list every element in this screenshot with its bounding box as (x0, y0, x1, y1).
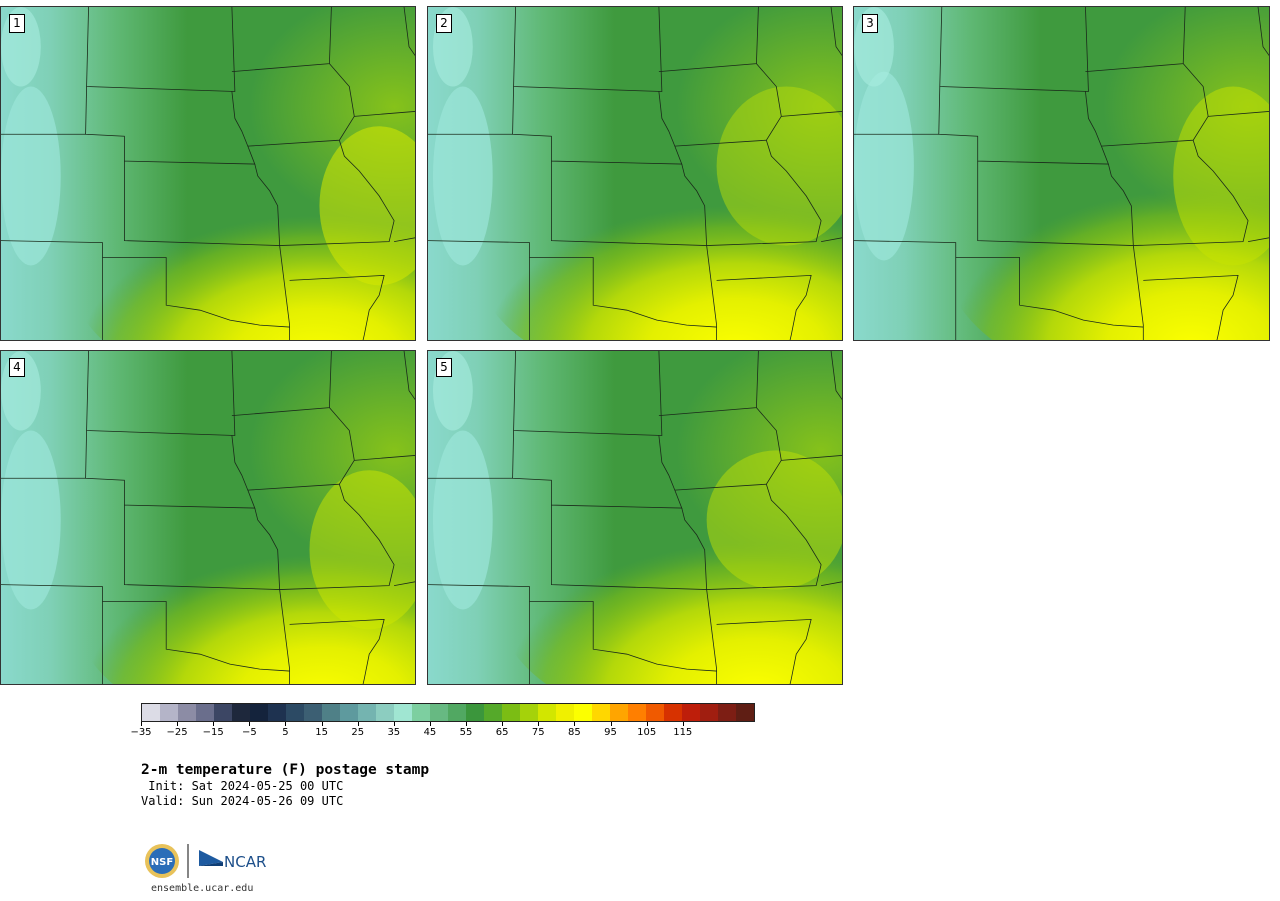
colorbar-tick (538, 722, 540, 726)
ensemble-member-panel-1: 1 (0, 6, 416, 341)
colorbar-cell (304, 704, 322, 721)
colorbar-tick (393, 722, 395, 726)
colorbar-tick-label: 85 (568, 727, 581, 738)
colorbar-cell (196, 704, 214, 721)
colorbar-cell (322, 704, 340, 721)
colorbar-tick (682, 722, 684, 726)
nsf-logo-text: NSF (151, 857, 173, 868)
nsf-logo: NSF (145, 844, 179, 878)
colorbar-cell (682, 704, 700, 721)
colorbar-tick (466, 722, 468, 726)
site-url: ensemble.ucar.edu (151, 883, 254, 894)
colorbar-tick-label: 15 (315, 727, 328, 738)
temperature-map-5 (428, 351, 842, 684)
ensemble-member-panel-3: 3 (853, 6, 1270, 341)
temperature-map-3 (854, 7, 1269, 340)
colorbar-tick-label: 35 (387, 727, 401, 738)
temperature-map-1 (1, 7, 415, 340)
colorbar-tick (502, 722, 504, 726)
colorbar-tick-label: 55 (459, 727, 473, 738)
colorbar-tick-label: 115 (673, 727, 693, 738)
logos: NSF NCAR (143, 842, 283, 882)
temperature-colorbar (141, 703, 755, 722)
colorbar-tick-label: 5 (282, 727, 289, 738)
ensemble-member-panel-5: 5 (427, 350, 843, 685)
colorbar-cell (448, 704, 466, 721)
colorbar-cell (358, 704, 376, 721)
colorbar-tick-label: 105 (637, 727, 657, 738)
init-time: Init: Sat 2024-05-25 00 UTC (141, 779, 344, 793)
colorbar-cell (142, 704, 160, 721)
colorbar-cell (250, 704, 268, 721)
colorbar-cell (286, 704, 304, 721)
colorbar-tick (610, 722, 612, 726)
temperature-map-2 (428, 7, 842, 340)
valid-time: Valid: Sun 2024-05-26 09 UTC (141, 794, 344, 808)
colorbar-cell (394, 704, 412, 721)
colorbar-tick (177, 722, 179, 726)
colorbar-tick (213, 722, 215, 726)
colorbar-cell (232, 704, 250, 721)
colorbar-tick (429, 722, 431, 726)
panel-label: 3 (862, 14, 878, 33)
colorbar-cell (502, 704, 520, 721)
colorbar-cell (718, 704, 736, 721)
colorbar-cell (520, 704, 538, 721)
colorbar-tick (321, 722, 323, 726)
colorbar-cell (646, 704, 664, 721)
colorbar-cell (484, 704, 502, 721)
colorbar-tick-label: −15 (202, 727, 224, 738)
colorbar-cell (268, 704, 286, 721)
panel-label: 1 (9, 14, 25, 33)
ensemble-member-panel-2: 2 (427, 6, 843, 341)
nsf-ncar-logo: NSF NCAR (145, 844, 266, 878)
colorbar-tick (141, 722, 142, 726)
colorbar-cell (592, 704, 610, 721)
colorbar-tick-label: −25 (166, 727, 188, 738)
colorbar-tick (249, 722, 251, 726)
colorbar-tick (646, 722, 648, 726)
colorbar-cell (736, 704, 754, 721)
ncar-logo-text: NCAR (224, 853, 266, 871)
colorbar-tick-label: 25 (351, 727, 365, 738)
colorbar-cell (700, 704, 718, 721)
colorbar-tick (285, 722, 287, 726)
colorbar-cell (574, 704, 592, 721)
colorbar-tick-label: 65 (495, 727, 509, 738)
colorbar-cell (628, 704, 646, 721)
title-block: 2-m temperature (F) postage stamp Init: … (141, 762, 429, 809)
colorbar-cell (178, 704, 196, 721)
colorbar-cell (430, 704, 448, 721)
colorbar-cell (610, 704, 628, 721)
colorbar-cell (466, 704, 484, 721)
colorbar-tick-label: 75 (531, 727, 545, 738)
colorbar-tick-labels: −35 −25 −15 −5 5 15 25 35 45 55 65 75 85 95 105 115 (130, 722, 755, 742)
colorbar-tick-label: 45 (423, 727, 437, 738)
map-title: 2-m temperature (F) postage stamp (141, 762, 430, 778)
colorbar-tick-label: −5 (241, 727, 257, 738)
panel-label: 4 (9, 358, 25, 377)
panel-label: 2 (436, 14, 452, 33)
colorbar-tick (357, 722, 359, 726)
colorbar-cell (556, 704, 574, 721)
colorbar-cell (340, 704, 358, 721)
colorbar-cell (214, 704, 232, 721)
panel-label: 5 (436, 358, 452, 377)
ncar-logo: NCAR (199, 850, 266, 871)
colorbar-cell (160, 704, 178, 721)
ensemble-member-panel-4: 4 (0, 350, 416, 685)
colorbar-tick-label: −35 (130, 727, 152, 738)
colorbar-cell (664, 704, 682, 721)
colorbar-tick (574, 722, 576, 726)
temperature-map-4 (1, 351, 415, 684)
colorbar-cell (376, 704, 394, 721)
colorbar-tick-label: 95 (604, 727, 617, 738)
colorbar-cell (538, 704, 556, 721)
colorbar-cell (412, 704, 430, 721)
